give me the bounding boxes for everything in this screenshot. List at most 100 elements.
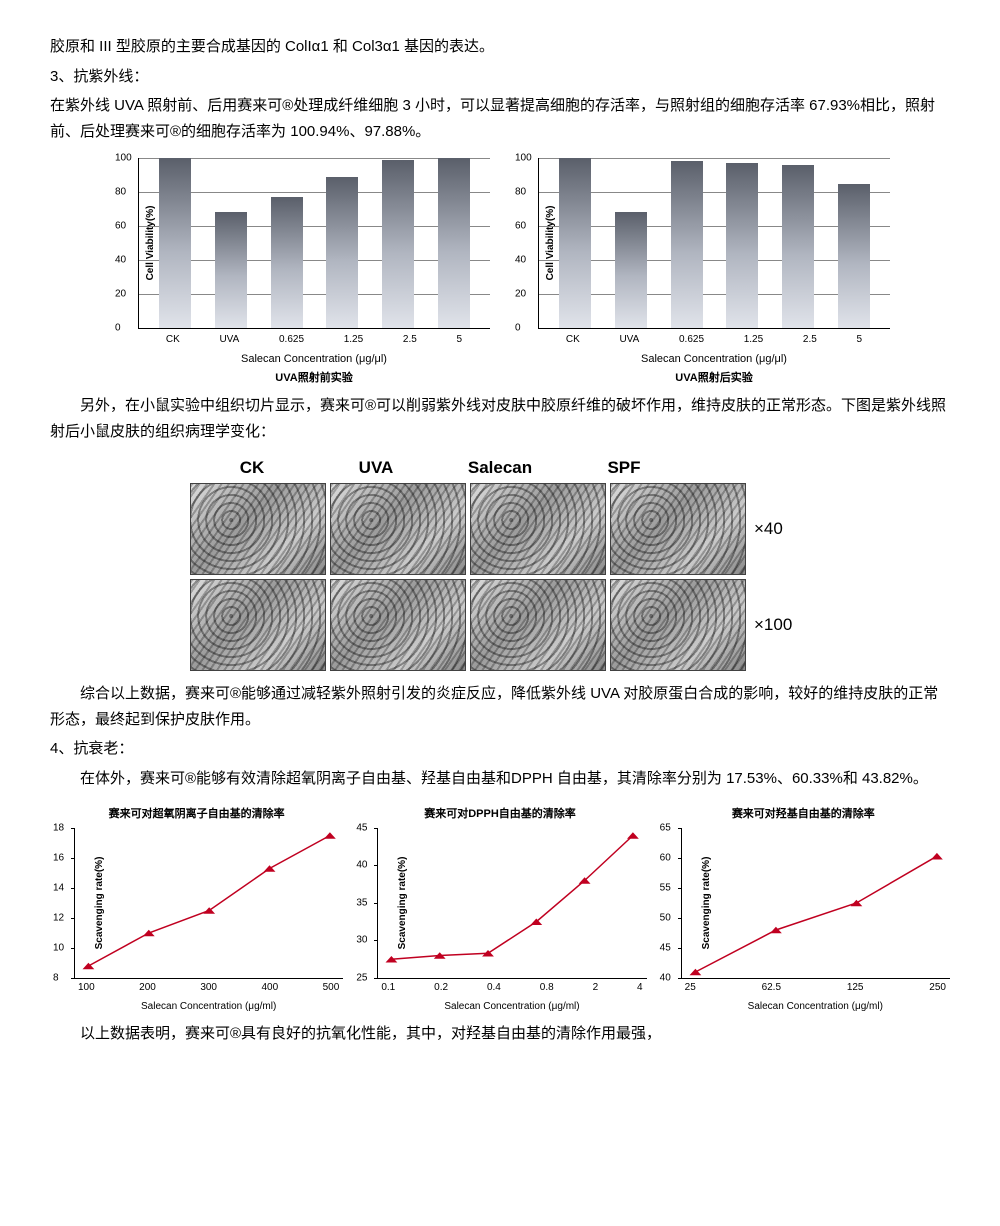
bar-chart-post-uva: Cell Viability(%) 020406080100 CKUVA0.62… xyxy=(510,158,890,387)
bar xyxy=(782,165,814,328)
chart-title: 赛来可对羟基自由基的清除率 xyxy=(657,805,950,824)
y-tick: 40 xyxy=(515,252,526,269)
x-tick: CK xyxy=(166,331,180,348)
y-tick: 0 xyxy=(515,320,521,337)
x-axis-title: Salecan Concentration (μg/ml) xyxy=(681,998,950,1015)
chart-subcaption: UVA照射前实验 xyxy=(138,369,490,388)
y-tick: 35 xyxy=(356,894,367,911)
histology-image xyxy=(190,483,326,575)
x-tick: 400 xyxy=(261,979,278,996)
bar xyxy=(671,161,703,328)
x-tick: 0.1 xyxy=(381,979,395,996)
y-tick: 10 xyxy=(53,939,64,956)
bar xyxy=(215,212,247,328)
paragraph-antioxidant-summary: 以上数据表明，赛来可®具有良好的抗氧化性能，其中，对羟基自由基的清除作用最强， xyxy=(50,1021,950,1047)
y-tick: 16 xyxy=(53,849,64,866)
line-charts-row: 赛来可对超氧阴离子自由基的清除率Scavenging rate(%)810121… xyxy=(50,805,950,1015)
x-tick: 200 xyxy=(139,979,156,996)
x-tick: UVA xyxy=(219,331,239,348)
histology-column-header: Salecan xyxy=(438,454,562,483)
line-chart: 赛来可对DPPH自由基的清除率Scavenging rate(%)2530354… xyxy=(353,805,646,1015)
x-tick: 62.5 xyxy=(762,979,781,996)
bar xyxy=(559,158,591,328)
x-tick: 1.25 xyxy=(344,331,363,348)
x-tick: 500 xyxy=(323,979,340,996)
line-chart: 赛来可对超氧阴离子自由基的清除率Scavenging rate(%)810121… xyxy=(50,805,343,1015)
x-tick: 2.5 xyxy=(803,331,817,348)
heading-section-3: 3、抗紫外线： xyxy=(50,64,950,90)
x-axis-title: Salecan Concentration (μg/ml) xyxy=(74,998,343,1015)
x-tick: 0.8 xyxy=(540,979,554,996)
y-tick: 8 xyxy=(53,969,59,986)
bar xyxy=(726,163,758,328)
histology-image xyxy=(330,483,466,575)
x-tick: 2 xyxy=(593,979,599,996)
y-tick: 12 xyxy=(53,909,64,926)
histology-column-header: UVA xyxy=(314,454,438,483)
y-tick: 100 xyxy=(515,150,532,167)
x-tick: 1.25 xyxy=(744,331,763,348)
magnification-label: ×100 xyxy=(750,611,810,640)
bar xyxy=(326,177,358,328)
paragraph-antioxidant: 在体外，赛来可®能够有效清除超氧阴离子自由基、羟基自由基和DPPH 自由基，其清… xyxy=(50,766,950,792)
y-tick: 80 xyxy=(515,184,526,201)
bar xyxy=(271,197,303,328)
x-axis-title: Salecan Concentration (μg/μl) xyxy=(138,350,490,369)
y-tick: 40 xyxy=(660,969,671,986)
y-tick: 25 xyxy=(356,969,367,986)
chart-subcaption: UVA照射后实验 xyxy=(538,369,890,388)
line-chart: 赛来可对羟基自由基的清除率Scavenging rate(%)404550556… xyxy=(657,805,950,1015)
y-tick: 100 xyxy=(115,150,132,167)
histology-image xyxy=(610,483,746,575)
x-axis-labels: CKUVA0.6251.252.55 xyxy=(138,331,490,348)
bar-charts-row: Cell Viability(%) 020406080100 CKUVA0.62… xyxy=(50,158,950,387)
x-tick: 0.4 xyxy=(487,979,501,996)
bar xyxy=(838,184,870,329)
x-tick: UVA xyxy=(619,331,639,348)
y-tick: 60 xyxy=(660,849,671,866)
x-axis-title: Salecan Concentration (μg/μl) xyxy=(538,350,890,369)
x-tick: 0.2 xyxy=(434,979,448,996)
y-tick: 20 xyxy=(515,286,526,303)
y-tick: 40 xyxy=(115,252,126,269)
y-tick: 14 xyxy=(53,879,64,896)
histology-column-header: CK xyxy=(190,454,314,483)
x-tick: 250 xyxy=(929,979,946,996)
x-tick: 125 xyxy=(847,979,864,996)
x-tick: 300 xyxy=(200,979,217,996)
y-tick: 40 xyxy=(356,857,367,874)
x-tick: 100 xyxy=(78,979,95,996)
bar xyxy=(382,160,414,328)
y-tick: 55 xyxy=(660,879,671,896)
y-tick: 60 xyxy=(515,218,526,235)
y-tick: 18 xyxy=(53,819,64,836)
x-tick: 25 xyxy=(685,979,696,996)
y-tick: 0 xyxy=(115,320,121,337)
y-tick: 20 xyxy=(115,286,126,303)
paragraph-uva-viability: 在紫外线 UVA 照射前、后用赛来可®处理成纤维细胞 3 小时，可以显著提高细胞… xyxy=(50,93,950,144)
heading-section-4: 4、抗衰老： xyxy=(50,736,950,762)
x-tick: 0.625 xyxy=(679,331,704,348)
bar xyxy=(438,158,470,328)
x-tick: CK xyxy=(566,331,580,348)
x-axis-labels: CK UVA 0.625 1.25 2.5 5 xyxy=(538,331,890,348)
magnification-label: ×40 xyxy=(750,515,810,544)
x-tick: 4 xyxy=(637,979,643,996)
x-tick: 5 xyxy=(857,331,863,348)
paragraph-mouse-histology: 另外，在小鼠实验中组织切片显示，赛来可®可以削弱紫外线对皮肤中胶原纤维的破坏作用… xyxy=(50,393,950,444)
histology-image xyxy=(610,579,746,671)
x-tick: 2.5 xyxy=(403,331,417,348)
paragraph-collagen-genes: 胶原和 III 型胶原的主要合成基因的 ColIα1 和 Col3α1 基因的表… xyxy=(50,34,950,60)
histology-figure: CKUVASalecanSPF ×40 ×100 xyxy=(190,454,810,671)
paragraph-summary-uv: 综合以上数据，赛来可®能够通过减轻紫外照射引发的炎症反应，降低紫外线 UVA 对… xyxy=(50,681,950,732)
y-tick: 45 xyxy=(356,819,367,836)
bar xyxy=(615,212,647,328)
histology-column-header: SPF xyxy=(562,454,686,483)
y-tick: 45 xyxy=(660,939,671,956)
x-tick: 0.625 xyxy=(279,331,304,348)
bar xyxy=(159,158,191,328)
y-tick: 60 xyxy=(115,218,126,235)
y-tick: 80 xyxy=(115,184,126,201)
bar-chart-pre-uva: Cell Viability(%) 020406080100 CKUVA0.62… xyxy=(110,158,490,387)
histology-image xyxy=(470,483,606,575)
